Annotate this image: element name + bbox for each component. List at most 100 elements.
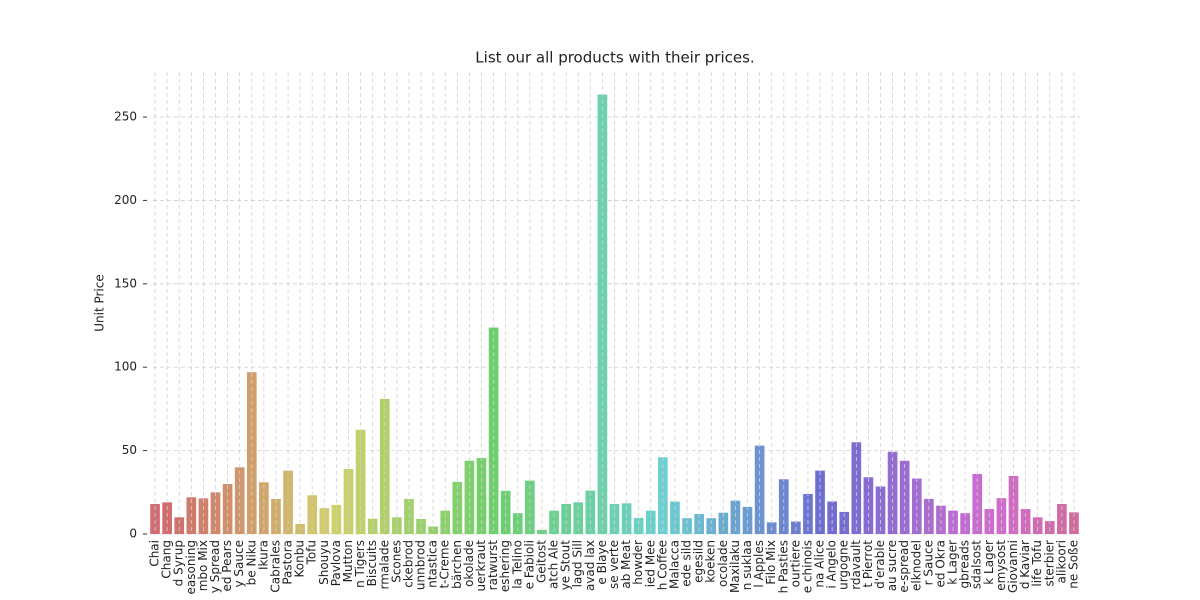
- x-tick-label: Biscuits: [365, 540, 379, 586]
- x-tick-label: e chinois: [800, 540, 814, 593]
- x-tick-label: life Tofu: [1030, 540, 1044, 587]
- y-tick-label: 0: [129, 527, 137, 541]
- x-tick-label: n suklaa: [740, 540, 754, 590]
- x-tick-label: alikoori: [1054, 540, 1068, 584]
- bar: [1008, 475, 1019, 534]
- x-tick-label: y Sauce: [232, 540, 246, 587]
- x-tick-label: atch Ale: [547, 540, 561, 589]
- x-tick-label: k Lager: [946, 540, 960, 585]
- x-tick-label: ede sild: [680, 540, 694, 587]
- bar: [174, 517, 185, 534]
- y-tick-label: 200: [114, 193, 137, 207]
- x-tick-label: l Apples: [752, 540, 766, 588]
- bar: [633, 517, 644, 534]
- x-tick-label: Chang: [160, 540, 174, 579]
- x-tick-label: ratwurst: [486, 540, 500, 591]
- bar: [331, 504, 342, 534]
- x-tick-label: rdavault: [849, 540, 863, 590]
- x-tick-label: Geitost: [534, 540, 548, 583]
- y-axis-label: Unit Price: [93, 274, 107, 332]
- x-tick-label: na Alice: [813, 540, 827, 588]
- bar: [416, 518, 426, 534]
- bar: [561, 503, 571, 534]
- y-tick-label: 100: [114, 360, 137, 374]
- bar: [754, 445, 765, 534]
- bar: [500, 490, 511, 534]
- x-tick-label: ckebrod: [401, 540, 415, 588]
- x-tick-label: Ikura: [256, 540, 270, 570]
- x-tick-label: ntastica: [426, 540, 440, 588]
- x-tick-label: be Niku: [244, 540, 258, 585]
- x-tick-label: eshering: [498, 540, 512, 592]
- x-tick-label: mbo Mix: [196, 540, 210, 591]
- bar: [367, 518, 378, 534]
- x-tick-label: ocolade: [716, 540, 730, 587]
- x-tick-label: ne Soße: [1066, 540, 1080, 589]
- bar: [899, 460, 910, 534]
- bar: [150, 503, 160, 534]
- bar: [875, 486, 886, 534]
- x-tick-label: t Pierrot: [861, 540, 875, 588]
- bar: [392, 517, 402, 534]
- x-tick-label: d Kaviar: [1018, 540, 1032, 589]
- x-tick-label: okolade: [462, 540, 476, 587]
- x-tick-label: egesild: [692, 540, 706, 583]
- bar: [537, 529, 547, 534]
- x-tick-label: ab Meat: [619, 540, 633, 589]
- bar: [682, 518, 692, 534]
- x-tick-label: Pastora: [281, 540, 295, 585]
- x-tick-label: lagd Sill: [571, 540, 585, 587]
- bar: [863, 477, 874, 534]
- y-tick-label: 150: [114, 276, 137, 290]
- x-tick-label: ied Mee: [643, 540, 657, 587]
- bar: [1057, 503, 1067, 534]
- x-tick-label: Tofu: [305, 540, 319, 565]
- x-tick-label: Chai: [148, 540, 162, 567]
- y-tick-label: 50: [122, 443, 137, 457]
- x-tick-label: elknodel: [909, 540, 923, 591]
- x-tick-label: r Sauce: [921, 540, 935, 585]
- x-tick-label: ourtiere: [788, 540, 802, 587]
- x-tick-label: Giovanni: [1006, 540, 1020, 593]
- x-tick-label: Filo Mix: [764, 540, 778, 585]
- x-tick-label: Cabrales: [268, 540, 282, 593]
- bar: [730, 500, 741, 534]
- x-tick-label: Scones: [389, 540, 403, 583]
- bar: [573, 502, 584, 534]
- x-tick-label: sterbier: [1042, 540, 1056, 587]
- bar: [597, 94, 608, 535]
- x-tick-label: Konbu: [293, 540, 307, 577]
- x-tick-label: au sucre: [885, 540, 899, 591]
- x-tick-label: ye Stout: [559, 540, 573, 591]
- x-tick-label: d'erable: [873, 540, 887, 589]
- x-tick-label: emysost: [994, 540, 1008, 591]
- x-tick-label: e Blaye: [595, 540, 609, 585]
- x-tick-label: urgogne: [837, 540, 851, 590]
- x-tick-label: i Angelo: [825, 540, 839, 589]
- x-tick-label: Maxilaku: [728, 540, 742, 593]
- x-tick-label: ed Okra: [933, 540, 947, 588]
- x-tick-label: d Syrup: [172, 540, 186, 586]
- y-tick-label: 250: [114, 110, 137, 124]
- x-tick-label: gbreads: [958, 540, 972, 589]
- x-tick-label: easoning: [184, 540, 198, 595]
- x-tick-label: bärchen: [450, 540, 464, 589]
- bar: [621, 503, 632, 534]
- x-tick-label: y Spread: [208, 540, 222, 593]
- bar: [972, 473, 983, 534]
- x-tick-label: Shouyu: [317, 540, 331, 585]
- x-tick-label: howder: [631, 540, 645, 585]
- x-tick-label: avad lax: [583, 540, 597, 591]
- bar: [464, 460, 475, 534]
- x-tick-label: Mutton: [341, 540, 355, 582]
- x-tick-label: ed Pears: [220, 540, 234, 592]
- x-tick-label: Pavlova: [329, 540, 343, 586]
- bar: [827, 501, 837, 534]
- x-tick-label: e-spread: [897, 540, 911, 593]
- bar: [706, 518, 717, 534]
- x-tick-label: la Telino: [510, 540, 524, 589]
- bar: [1032, 517, 1043, 534]
- x-tick-label: sdalsost: [970, 540, 984, 589]
- bar: [936, 505, 946, 534]
